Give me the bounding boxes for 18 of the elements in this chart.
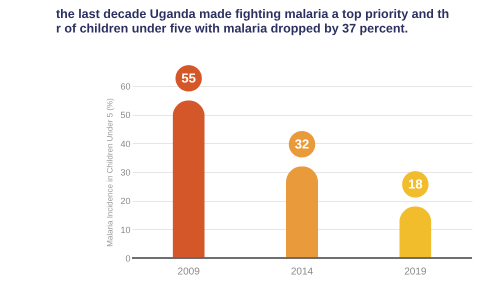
- y-tick-label: 60: [120, 82, 130, 92]
- bar: [286, 166, 318, 258]
- y-axis-title: Malaria Incidence in Children Under 5 (%): [105, 98, 114, 247]
- chart-title: the last decade Uganda made fighting malaria a top priority and th r of children under five with malaria dropped by 37 percent.: [56, 7, 450, 36]
- y-tick-label: 0: [125, 254, 130, 264]
- y-tick-label: 30: [120, 168, 130, 178]
- x-tick-label: 2009: [178, 266, 200, 278]
- data-label: 32: [294, 136, 310, 152]
- y-tick-label: 50: [120, 110, 130, 120]
- y-tick-label: 20: [120, 196, 130, 206]
- data-label: 55: [181, 70, 196, 86]
- x-tick-label: 2019: [404, 266, 427, 278]
- data-label: 18: [408, 176, 423, 192]
- bar: [399, 206, 432, 258]
- y-tick-label: 40: [120, 138, 130, 149]
- y-tick-label: 10: [120, 224, 130, 235]
- x-tick-label: 2014: [290, 266, 314, 278]
- bar: [172, 100, 205, 258]
